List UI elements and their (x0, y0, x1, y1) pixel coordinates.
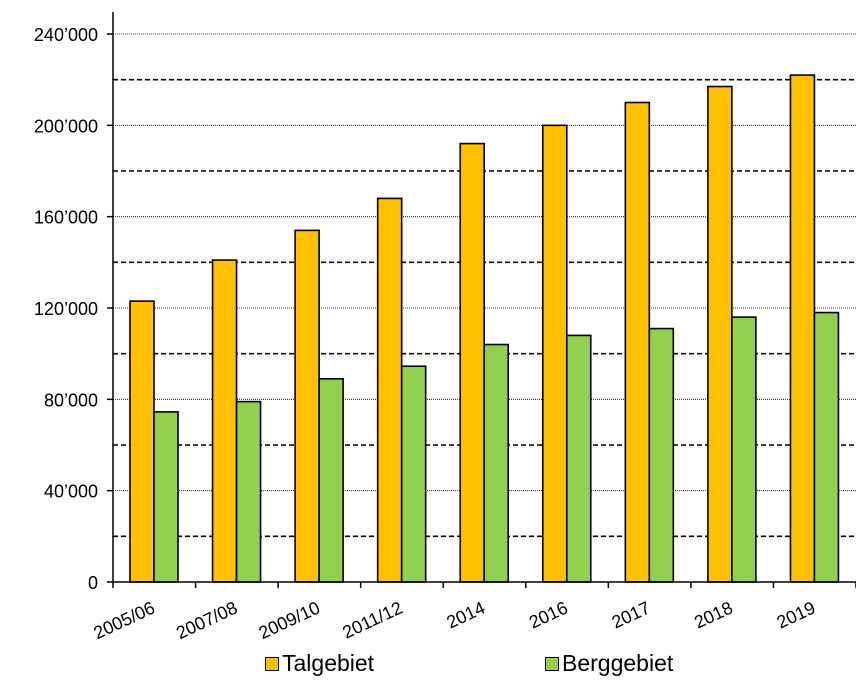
bar-talgebiet (459, 142, 486, 583)
x-tick-label: 2016 (526, 597, 571, 632)
y-tick-label: 120’000 (34, 299, 98, 319)
bar-talgebiet (541, 124, 568, 583)
legend-label-talgebiet: Talgebiet (282, 650, 375, 676)
bar-berggebiet (813, 311, 840, 583)
y-tick-label: 240’000 (34, 25, 98, 45)
y-tick-label: 160’000 (34, 208, 98, 228)
y-tick-label: 0 (88, 573, 98, 593)
legend-item-talgebiet: Talgebiet (265, 650, 374, 677)
x-tick-label: 2017 (609, 597, 654, 632)
y-tick-label: 80’000 (44, 390, 98, 410)
y-tick-label: 200’000 (34, 116, 98, 136)
x-tick-label: 2005/06 (91, 597, 158, 643)
bar-berggebiet (235, 400, 262, 583)
bar-chart: 0 40’000 80’000 120’000 160’000 200’000 240’00… (34, 12, 856, 643)
bar-berggebiet (400, 365, 427, 583)
x-tick-label: 2007/08 (173, 597, 240, 643)
x-tick-label: 2018 (691, 597, 736, 632)
bar-talgebiet (624, 101, 651, 583)
bar-talgebiet (376, 197, 403, 583)
bar-berggebiet (648, 327, 675, 583)
x-tick-label: 2009/10 (256, 597, 323, 643)
bar-talgebiet (294, 229, 320, 583)
bar-berggebiet (731, 316, 757, 583)
bar-berggebiet (153, 411, 179, 583)
y-tick-label: 40’000 (44, 482, 98, 502)
bar-talgebiet (707, 85, 733, 583)
bar-talgebiet (789, 74, 816, 583)
x-tick-label: 2014 (443, 597, 488, 632)
legend-swatch-talgebiet (265, 656, 279, 671)
x-tick-label: 2011/12 (339, 597, 405, 642)
x-tick-label: 2019 (774, 597, 819, 632)
legend-swatch-berggebiet (545, 656, 559, 671)
legend: Talgebiet Berggebiet (0, 650, 856, 680)
bar-talgebiet (211, 259, 238, 583)
bar-berggebiet (318, 377, 344, 583)
bar-talgebiet (129, 300, 155, 583)
legend-label-berggebiet: Berggebiet (562, 650, 674, 676)
bar-berggebiet (483, 343, 510, 583)
legend-item-berggebiet: Berggebiet (545, 650, 673, 677)
bar-berggebiet (565, 334, 592, 583)
